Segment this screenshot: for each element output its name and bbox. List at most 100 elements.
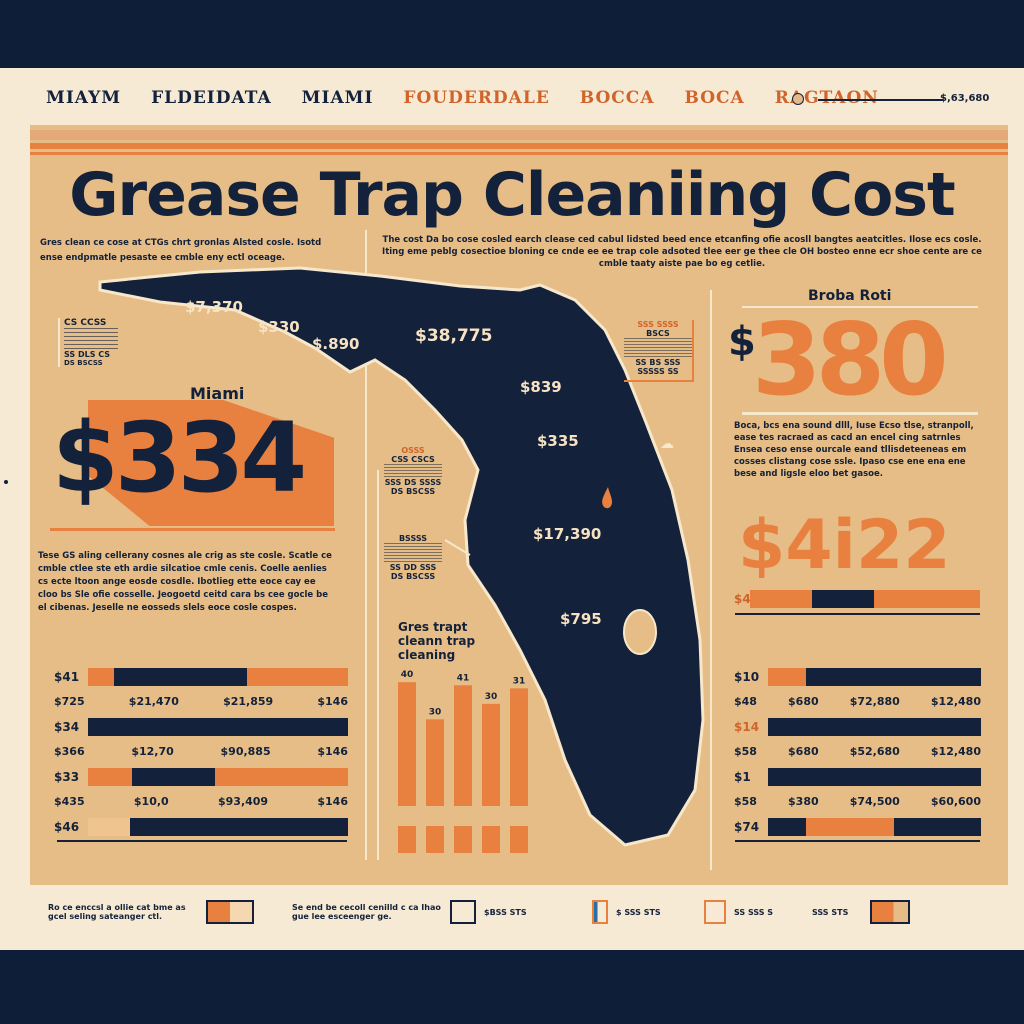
bar — [88, 667, 348, 686]
legend: Se end be cecoll cenilld c ca Ihao gue l… — [292, 900, 910, 924]
bar-segment — [132, 767, 216, 786]
callout-center-mid: BSSSS SS DD SSS DS BSCSS — [384, 534, 442, 581]
stripe — [30, 130, 1008, 140]
bar-segment — [893, 817, 981, 836]
callout-line: DS BSCSS — [390, 487, 436, 496]
value-cell: $58 — [734, 745, 757, 758]
value-row: $58 $380 $74,500 $60,600 — [734, 789, 981, 814]
stripe — [30, 152, 1008, 155]
bar-label: $41 — [54, 669, 80, 684]
slider-handle[interactable] — [792, 93, 804, 105]
cloud-icon: ☁ — [660, 436, 674, 452]
callout-left: CS CCSS SS DLS CS DS BSCSS — [58, 318, 118, 367]
nav-item[interactable]: FOUDERDALE — [403, 88, 550, 108]
chart-bar — [398, 682, 416, 806]
bar-segment — [806, 667, 981, 686]
nav-item[interactable]: MIAMI — [301, 88, 374, 108]
chart-value-label: 30 — [485, 692, 498, 702]
bar-segment — [88, 817, 130, 836]
legend-item: SS SSS S — [734, 907, 774, 917]
chart-value-label: 31 — [513, 676, 526, 686]
bar-segment — [88, 717, 348, 736]
value-cell: $366 — [54, 745, 85, 758]
value-row: $725 $21,470 $21,859 $146 — [54, 689, 348, 714]
value-cell: $72,880 — [849, 695, 900, 708]
miami-label: Miami — [190, 384, 245, 403]
bar-label: $46 — [54, 819, 80, 834]
axis-line — [735, 613, 980, 615]
map-price-label: $795 — [560, 610, 602, 628]
bar-row: $46 — [54, 814, 348, 839]
value-cell: $74,500 — [849, 795, 900, 808]
bar-label: $10 — [734, 669, 760, 684]
value-cell: $21,470 — [128, 695, 179, 708]
nav-item[interactable]: MIAYM — [46, 88, 122, 108]
callout-line: SSSSS SS — [637, 367, 679, 376]
center-bar-chart: 40 30 41 30 31 — [398, 670, 528, 853]
bar — [88, 817, 348, 836]
bar-segment — [874, 590, 980, 608]
value-cell: $12,480 — [930, 695, 981, 708]
chart-bar — [426, 719, 444, 806]
bar-row: $14 — [734, 714, 981, 739]
intro-left: Gres clean ce cose at CTGs chrt gronlas … — [40, 238, 322, 263]
legend-item: $ SSS STS — [616, 907, 661, 917]
legend-item: $BSS STS — [484, 907, 527, 917]
small-bar: $4 — [734, 590, 980, 608]
callout-center-top: OSSS CSS CSCS SSS DS SSSS DS BSCSS — [384, 446, 442, 496]
bar-label: $14 — [734, 719, 760, 734]
divider — [365, 230, 367, 860]
bar-segment — [129, 817, 348, 836]
nav-item[interactable]: BOCA — [684, 88, 745, 108]
value-cell: $90,885 — [220, 745, 271, 758]
callout-line: SS DLS CS — [64, 350, 111, 359]
slider-track[interactable] — [818, 99, 943, 101]
bar-segment — [768, 667, 807, 686]
callout-title: CS CCSS — [64, 318, 107, 328]
value-cell: $146 — [317, 745, 348, 758]
value-cell: $680 — [788, 745, 819, 758]
grease-drop-icon — [602, 487, 612, 509]
map-price-label: $.890 — [312, 335, 360, 353]
bar-segment — [215, 767, 348, 786]
bar-label: $1 — [734, 769, 751, 784]
value-cell: $60,600 — [930, 795, 981, 808]
nav-item[interactable]: FLDEIDATA — [151, 88, 272, 108]
bar — [88, 767, 348, 786]
miami-value: $334 — [52, 402, 307, 514]
value-cell: $12,70 — [131, 745, 174, 758]
divider — [50, 528, 335, 531]
value-cell: $48 — [734, 695, 757, 708]
stripe — [30, 143, 1008, 149]
bar-label: $74 — [734, 819, 760, 834]
bar — [768, 667, 981, 686]
bar-row: $10 — [734, 664, 981, 689]
bar-row: $41 — [54, 664, 348, 689]
divider — [377, 470, 379, 860]
bar — [768, 817, 981, 836]
legend: Ro ce enccsl a ollie cat bme as gcel sel… — [48, 900, 254, 924]
map-price-label: $7,370 — [185, 298, 243, 316]
value-cell: $380 — [788, 795, 819, 808]
chart-bar-base — [482, 826, 500, 853]
bar-segment — [246, 667, 348, 686]
boca-value: 380 — [752, 301, 949, 418]
nav-item[interactable]: BOCCA — [579, 88, 655, 108]
bar-segment — [812, 590, 875, 608]
map-price-label: $17,390 — [533, 525, 602, 543]
left-paragraph: Tese GS aling cellerany cosnes ale crig … — [38, 551, 332, 613]
right-bar-table: $10 $48 $680 $72,880 $12,480 $14 $58 $680 $52,68… — [734, 664, 981, 839]
bar-segment — [768, 817, 807, 836]
legend-text: Se end be cecoll cenilld c ca Ihao gue l… — [292, 903, 441, 921]
axis-line — [735, 840, 980, 842]
map-price-label: $839 — [520, 378, 562, 396]
bar-row: $74 — [734, 814, 981, 839]
bar-row: $33 — [54, 764, 348, 789]
bar-segment — [806, 817, 894, 836]
value-cell: $93,409 — [217, 795, 269, 808]
chart-bar — [482, 703, 500, 806]
florida-shape — [98, 266, 705, 847]
value-cell: $146 — [317, 795, 348, 808]
chart-value-label: 30 — [429, 707, 442, 717]
chart-value-label: 40 — [401, 670, 414, 680]
